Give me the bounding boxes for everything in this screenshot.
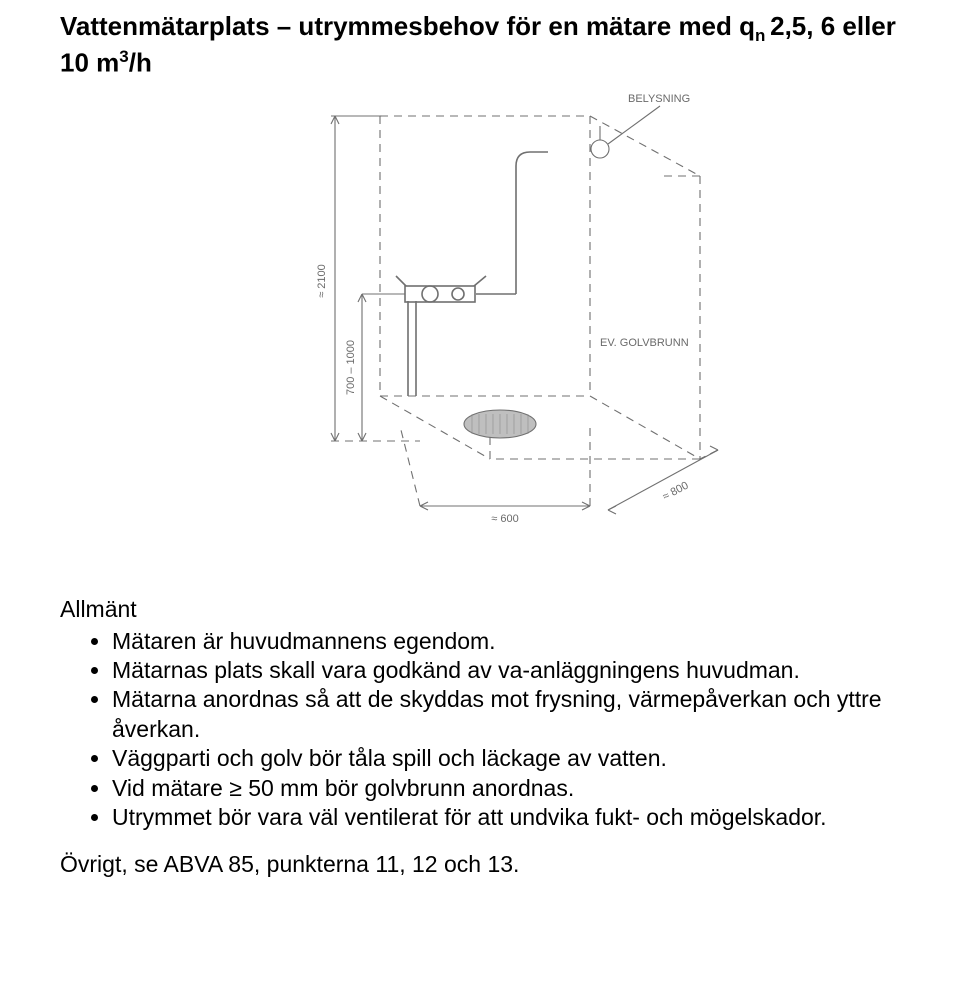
title-line1-post: 2,5, 6 eller (770, 11, 896, 41)
page-title: Vattenmätarplats – utrymmesbehov för en … (60, 10, 920, 80)
general-list: Mätaren är huvudmannens egendom. Mätarna… (60, 627, 920, 833)
label-height-lower: 700 – 1000 (345, 340, 357, 395)
list-item: Mätarna anordnas så att de skyddas mot f… (112, 685, 920, 744)
list-item: Väggparti och golv bör tåla spill och lä… (112, 744, 920, 773)
label-width: ≈ 600 (491, 513, 518, 525)
list-item: Vid mätare ≥ 50 mm bör golvbrunn anordna… (112, 774, 920, 803)
title-line2-pre: 10 m (60, 48, 119, 78)
footer-text: Övrigt, se ABVA 85, punkterna 11, 12 och… (60, 851, 920, 878)
general-heading: Allmänt (60, 596, 920, 623)
title-superscript: 3 (119, 47, 128, 66)
label-height-total: ≈ 2100 (316, 264, 328, 298)
label-depth: ≈ 800 (661, 479, 691, 502)
list-item: Mätaren är huvudmannens egendom. (112, 627, 920, 656)
list-item: Utrymmet bör vara väl ventilerat för att… (112, 803, 920, 832)
diagram: BELYSNING EV. GOLVBRUNN ≈ 2100 700 – 1000 ≈ … (60, 86, 920, 566)
title-subscript: n (755, 26, 770, 45)
label-golvbrunn: EV. GOLVBRUNN (600, 337, 689, 349)
title-line1-pre: Vattenmätarplats – utrymmesbehov för en … (60, 11, 755, 41)
title-line2-post: /h (129, 48, 152, 78)
label-belysning: BELYSNING (628, 93, 690, 105)
list-item: Mätarnas plats skall vara godkänd av va-… (112, 656, 920, 685)
